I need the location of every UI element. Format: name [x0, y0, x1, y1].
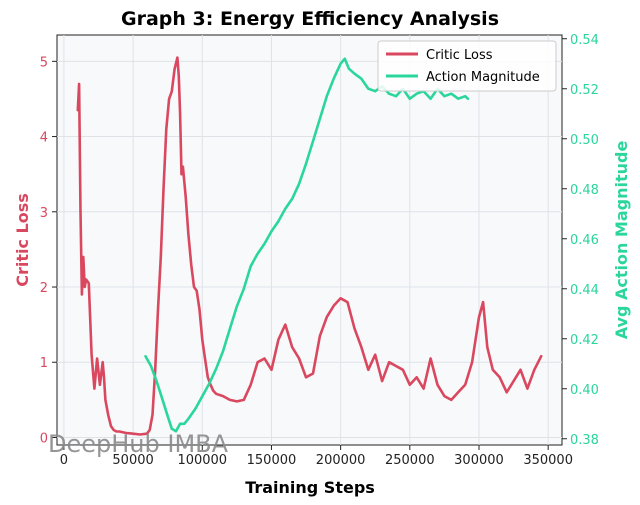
y-right-tick-label: 0.54: [570, 33, 599, 48]
y-left-tick-label: 4: [40, 131, 48, 146]
x-tick-label: 100000: [177, 453, 227, 468]
legend-label-action-magnitude: Action Magnitude: [426, 70, 540, 85]
y-left-tick-label: 1: [40, 356, 48, 371]
y-right-tick-label: 0.40: [570, 383, 599, 398]
chart-title: Graph 3: Energy Efficiency Analysis: [121, 8, 499, 30]
x-tick-label: 50000: [112, 453, 153, 468]
y-axis-right-label: Avg Action Magnitude: [612, 141, 631, 340]
series-layer: [76, 56, 543, 436]
axes: 0 50000 100000 150000 200000 250000 300000 3500…: [40, 33, 599, 468]
legend: Critic Loss Action Magnitude: [377, 40, 557, 92]
x-tick-label: 350000: [523, 453, 573, 468]
y-right-tick-label: 0.48: [570, 183, 599, 198]
x-tick-label: 250000: [385, 453, 435, 468]
watermark: DeepHub IMBA: [48, 430, 229, 458]
y-right-tick-label: 0.44: [570, 283, 599, 298]
y-right-tick-label: 0.52: [570, 83, 599, 98]
y-left-tick-label: 5: [40, 55, 48, 70]
y-axis-left-label: Critic Loss: [13, 193, 32, 287]
y-left-tick-label: 2: [40, 281, 48, 296]
series-line-critic-loss: [76, 56, 543, 436]
x-tick-label: 150000: [247, 453, 297, 468]
y-right-tick-label: 0.42: [570, 333, 599, 348]
y-right-tick-label: 0.50: [570, 133, 599, 148]
x-tick-label: 300000: [454, 453, 504, 468]
x-tick-label: 200000: [316, 453, 366, 468]
x-axis-label: Training Steps: [245, 478, 375, 497]
y-left-tick-label: 3: [40, 206, 48, 221]
grid-lines: [57, 35, 562, 445]
legend-label-critic-loss: Critic Loss: [426, 48, 493, 63]
y-left-tick-label: 0: [40, 431, 48, 446]
legend-box: [377, 40, 557, 92]
y-right-tick-label: 0.38: [570, 433, 599, 448]
series-line-action-magnitude: [144, 57, 470, 433]
y-right-tick-label: 0.46: [570, 233, 599, 248]
x-tick-label: 0: [60, 453, 68, 468]
